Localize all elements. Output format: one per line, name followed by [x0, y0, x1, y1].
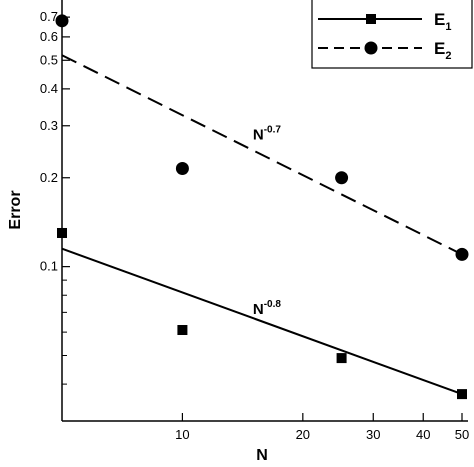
fit-annotation-series-2: N-0.7 [253, 124, 282, 143]
data-point-series-1 [457, 389, 467, 400]
legend-marker-e2 [364, 41, 378, 55]
data-point-series-2 [335, 171, 349, 185]
y-tick-label: 0.1 [40, 259, 58, 274]
y-tick-label: 0.7 [40, 9, 58, 24]
fit-line-series-1 [61, 247, 463, 396]
legend-label-e2-name: E [434, 39, 445, 58]
data-point-series-2 [455, 247, 469, 261]
fit-annotation-series-1: N-0.8 [253, 299, 282, 318]
data-point-series-2 [55, 14, 69, 28]
y-axis-ticks: 0.1 0.2 0.3 0.4 0.5 0.6 0.7 [40, 9, 70, 385]
x-axis-ticks: 10 20 30 40 50 [175, 413, 469, 442]
x-tick-label: 30 [366, 427, 380, 442]
legend-label-e2-sub: 2 [445, 50, 451, 62]
fit-annotation-base: N [253, 301, 264, 318]
legend-label-e1-sub: 1 [445, 21, 451, 33]
data-point-series-2 [175, 161, 189, 175]
y-tick-label: 0.6 [40, 29, 58, 44]
data-markers [55, 14, 469, 400]
y-tick-label: 0.5 [40, 52, 58, 67]
fit-lines [61, 54, 463, 396]
legend-box [311, 0, 473, 69]
y-tick-label: 0.4 [40, 81, 58, 96]
x-tick-label: 40 [416, 427, 430, 442]
fit-line-series-2 [61, 54, 463, 256]
fit-annotation-exponent: -0.7 [264, 124, 282, 135]
y-tick-label: 0.2 [40, 170, 58, 185]
y-tick-label: 0.3 [40, 118, 58, 133]
legend: E1 E2 [311, 0, 473, 69]
data-point-series-1 [336, 353, 347, 364]
data-point-series-1 [177, 325, 188, 336]
legend-label-e2: E2 [434, 39, 451, 62]
legend-marker-e1 [366, 14, 376, 24]
fit-annotation-exponent: -0.8 [264, 299, 282, 310]
data-point-series-1 [57, 227, 67, 238]
x-tick-label: 20 [296, 427, 310, 442]
x-tick-label: 50 [455, 427, 469, 442]
x-tick-label: 10 [175, 427, 189, 442]
legend-label-e1: E1 [434, 10, 451, 33]
fit-annotation-base: N [253, 126, 264, 143]
legend-label-e1-name: E [434, 10, 445, 29]
y-axis-title: Error [7, 190, 24, 229]
fit-annotations: N-0.8N-0.7 [253, 124, 282, 318]
x-axis-title: N [256, 447, 268, 464]
